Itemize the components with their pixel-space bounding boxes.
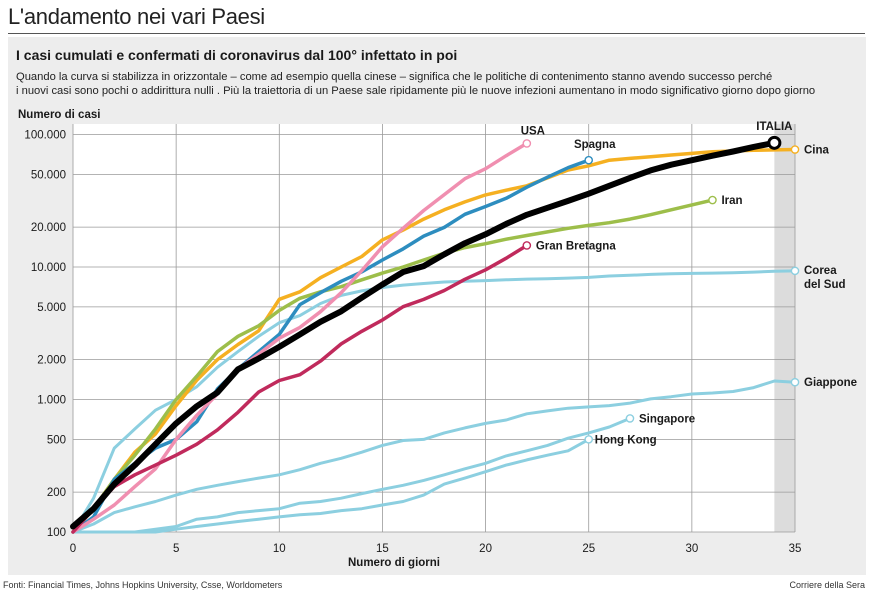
y-tick-label: 100 [47,527,66,539]
series-line-hong-kong [71,437,591,534]
series-end-marker-italia [767,135,782,150]
series-end-marker-iran [708,195,717,205]
x-tick-label: 15 [376,543,389,555]
header-rule [8,33,865,34]
x-tick-label: 20 [479,543,492,555]
x-tick-label: 0 [70,543,76,555]
series-label-singapore: Singapore [639,413,695,425]
series-end-marker-cina [790,145,800,154]
x-tick-label: 35 [789,543,802,555]
series-label-hong-kong: Hong Kong [595,434,657,446]
x-tick-label: 30 [685,543,698,555]
y-tick-label: 50.000 [31,169,66,181]
y-axis-title: Numero di casi [18,109,100,121]
series-end-marker-spagna [584,155,594,165]
series-line-singapore [71,416,632,534]
series-line-gran-bretagna [71,243,529,534]
series-label-usa: USA [521,125,545,137]
y-tick-label: 2.000 [37,355,66,367]
chart-subtitle: Quando la curva si stabilizza in orizzon… [16,70,816,98]
y-tick-label: 500 [47,434,66,446]
series-line-spagna [71,158,591,534]
shaded-band [774,124,795,532]
series-end-marker-gran-bretagna [522,241,532,250]
series-line-iran [71,198,715,534]
series-line-italia [70,139,778,530]
header-title: L'andamento nei vari Paesi [8,4,265,29]
series-label-gran-bretagna: Gran Bretagna [536,240,616,252]
y-tick-label: 10.000 [31,262,66,274]
series-label-giappone: Giappone [804,377,857,389]
series-label-corea-del-sud: Corea del Sud [804,265,846,291]
x-tick-label: 10 [273,543,286,555]
plot-area [73,124,795,532]
subtitle-line-1: Quando la curva si stabilizza in orizzon… [16,71,773,83]
footer-source: Fonti: Financial Times, Johns Hopkins Un… [3,580,283,590]
y-tick-label: 20.000 [31,222,66,234]
y-tick-label: 200 [47,487,66,499]
x-tick-label: 25 [582,543,595,555]
series-label-spagna: Spagna [574,139,616,151]
series-end-marker-singapore [625,414,635,423]
series-end-marker-usa [522,139,532,148]
series-end-marker-corea-del-sud [790,266,800,276]
series-end-marker-giappone [790,377,800,387]
y-tick-label: 1.000 [37,394,66,406]
series-label-cina: Cina [804,145,830,157]
y-tick-label: 100.000 [24,129,66,141]
series-line-corea-del-sud [71,269,797,534]
chart-title: I casi cumulati e confermati di coronavi… [16,47,458,63]
subtitle-line-2: i nuovi casi sono pochi o addirittura nu… [16,85,816,97]
x-tick-label: 5 [173,543,179,555]
footer-brand: Corriere della Sera [789,580,865,590]
series-line-giappone [71,379,797,534]
series-end-marker-hong-kong [584,435,594,444]
series-line-usa [71,141,529,534]
y-tick-label: 5.000 [37,302,66,314]
series-label-iran: Iran [721,195,742,207]
x-axis-title: Numero di giorni [348,557,440,569]
series-label-italia: ITALIA [756,121,792,133]
series-line-cina [71,147,797,534]
